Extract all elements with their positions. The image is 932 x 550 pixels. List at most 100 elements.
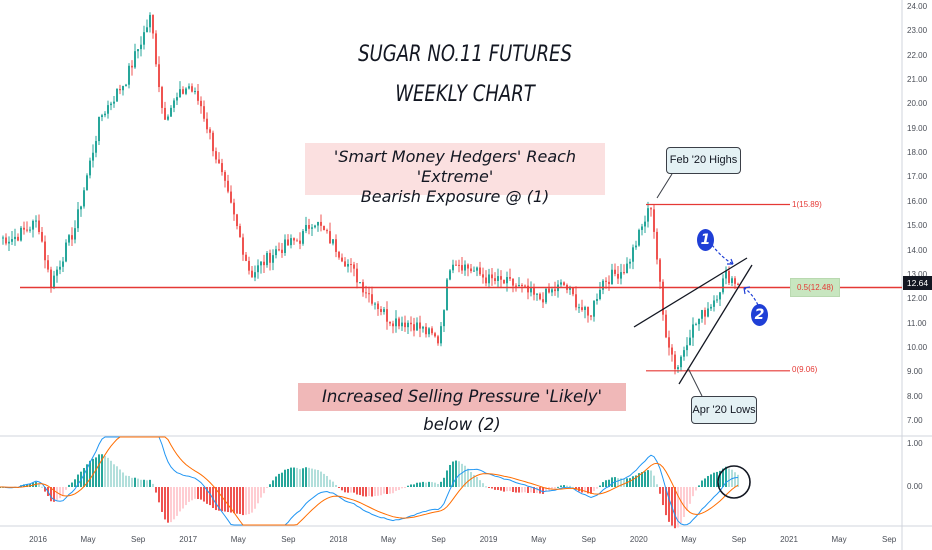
annotation-hedgers-line1: 'Smart Money Hedgers' Reach 'Extreme': [333, 147, 577, 186]
candle-body: [479, 267, 481, 275]
candle-body: [233, 202, 235, 215]
histogram-bar: [65, 487, 67, 490]
candle-body: [359, 282, 361, 284]
candles: [2, 12, 739, 375]
histogram-bar: [188, 487, 190, 502]
histogram-bar: [719, 470, 721, 487]
candle-body: [344, 261, 346, 267]
candle-body: [698, 318, 700, 325]
histogram-bar: [425, 482, 427, 487]
candle-body: [599, 289, 601, 299]
time-tick-label: 2021: [780, 535, 798, 544]
candle-body: [467, 264, 469, 269]
candle-body: [155, 33, 157, 65]
histogram-bar: [149, 479, 151, 487]
histogram-bar: [656, 484, 658, 487]
candle-body: [32, 220, 34, 230]
callout-apr-pointer: [687, 367, 703, 397]
candle-body: [734, 278, 736, 284]
histogram-bar: [173, 487, 175, 520]
candle-body: [518, 285, 520, 287]
candle-body: [581, 307, 583, 310]
histogram-bar: [572, 486, 574, 488]
candle-body: [335, 239, 337, 252]
candle-body: [503, 279, 505, 284]
histogram-bar: [566, 485, 568, 487]
histogram-bar: [710, 474, 712, 487]
histogram-bar: [332, 481, 334, 487]
price-tick-label: 10.00: [907, 342, 928, 352]
candle-body: [578, 307, 580, 309]
histogram-bar: [398, 487, 400, 491]
histogram-bar: [170, 487, 172, 523]
candle-body: [5, 237, 7, 244]
histogram-bar: [704, 478, 706, 487]
candle-body: [266, 252, 268, 266]
histogram-bar: [26, 484, 28, 487]
candle-body: [248, 260, 250, 271]
candle-body: [59, 266, 61, 270]
histogram-bar: [368, 487, 370, 497]
candle-body: [434, 333, 436, 337]
candle-body: [560, 282, 562, 285]
oscillator-tick-label: 1.00: [907, 439, 923, 448]
candle-body: [617, 273, 619, 279]
histogram-bar: [431, 482, 433, 487]
candle-body: [173, 100, 175, 108]
histogram-bar: [515, 487, 517, 493]
histogram-bar: [650, 470, 652, 487]
histogram-bar: [335, 484, 337, 487]
candle-body: [293, 238, 295, 241]
price-tick-label: 8.00: [907, 391, 923, 401]
histogram-bar: [557, 486, 559, 488]
candle-body: [332, 239, 334, 244]
histogram-bar: [122, 472, 124, 487]
histogram-bar: [116, 466, 118, 487]
candle-body: [74, 228, 76, 240]
price-tick-label: 18.00: [907, 148, 928, 158]
histogram-bar: [254, 487, 256, 509]
price-tick-label: 12.00: [907, 294, 928, 304]
candle-body: [224, 172, 226, 181]
histogram-bar: [317, 469, 319, 487]
candle-body: [365, 292, 367, 294]
candle-body: [53, 275, 55, 289]
histogram-bar: [53, 487, 55, 502]
candle-body: [8, 241, 10, 244]
histogram-bar: [392, 487, 394, 494]
candle-body: [20, 227, 22, 241]
histogram-bar: [308, 467, 310, 487]
histogram-bar: [305, 467, 307, 487]
candle-body: [728, 270, 730, 283]
histogram-bar: [74, 479, 76, 487]
candle-body: [128, 65, 130, 85]
histogram-bar: [155, 487, 157, 493]
histogram-bar: [518, 487, 520, 493]
histogram-bar: [83, 468, 85, 487]
histogram-bar: [353, 487, 355, 493]
chart-title-line1: SUGAR NO.11 FUTURES: [358, 42, 572, 67]
candle-body: [587, 307, 589, 316]
price-tick-label: 21.00: [907, 75, 928, 85]
candle-body: [602, 280, 604, 290]
histogram-bar: [638, 473, 640, 487]
histogram-bar: [491, 487, 493, 489]
histogram-bar: [701, 480, 703, 487]
candle-body: [416, 322, 418, 331]
histogram-bar: [311, 468, 313, 487]
candle-body: [38, 220, 40, 233]
histogram-bar: [380, 487, 382, 496]
price-tick-label: 19.00: [907, 123, 928, 133]
histogram-bar: [50, 487, 52, 502]
histogram-bar: [182, 487, 184, 509]
marker-2-arrow: [743, 287, 759, 306]
candle-body: [461, 265, 463, 271]
candle-body: [695, 324, 697, 326]
histogram-bar: [287, 468, 289, 487]
price-tick-label: 7.00: [907, 415, 923, 425]
candle-body: [86, 175, 88, 191]
oscillator-highlight-circle: [717, 465, 751, 499]
candle-body: [374, 303, 376, 305]
histogram-bar: [284, 469, 286, 487]
candle-body: [296, 240, 298, 242]
